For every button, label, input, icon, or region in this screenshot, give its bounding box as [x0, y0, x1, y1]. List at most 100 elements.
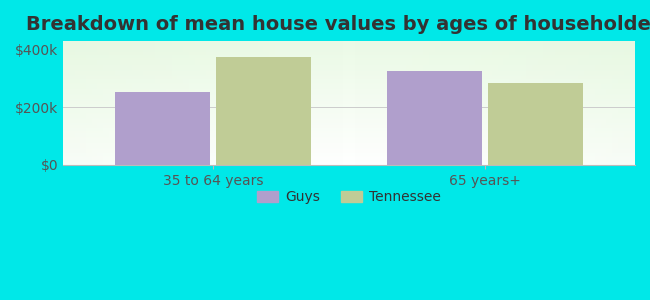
- Bar: [63, 71, 635, 72]
- Bar: [387, 71, 482, 165]
- Bar: [384, 41, 389, 165]
- Bar: [275, 41, 280, 165]
- Bar: [63, 149, 635, 150]
- Title: Breakdown of mean house values by ages of householders: Breakdown of mean house values by ages o…: [26, 15, 650, 34]
- Bar: [549, 41, 555, 165]
- Bar: [618, 41, 623, 165]
- Bar: [63, 154, 635, 155]
- Bar: [63, 140, 635, 141]
- Bar: [63, 145, 635, 146]
- Bar: [63, 137, 635, 138]
- Bar: [161, 41, 166, 165]
- Bar: [98, 41, 103, 165]
- Bar: [612, 41, 618, 165]
- Bar: [63, 53, 635, 54]
- Bar: [63, 117, 635, 118]
- Bar: [515, 41, 521, 165]
- Bar: [63, 122, 635, 123]
- Bar: [63, 157, 635, 158]
- Bar: [63, 45, 635, 46]
- Bar: [80, 41, 86, 165]
- Bar: [423, 41, 429, 165]
- Bar: [63, 119, 635, 120]
- Bar: [63, 63, 635, 64]
- Bar: [555, 41, 561, 165]
- Bar: [114, 41, 120, 165]
- Bar: [63, 80, 635, 81]
- Bar: [63, 160, 635, 161]
- Bar: [216, 57, 311, 165]
- Bar: [63, 159, 635, 160]
- Bar: [155, 41, 161, 165]
- Bar: [543, 41, 549, 165]
- Bar: [63, 104, 635, 105]
- Bar: [412, 41, 418, 165]
- Bar: [252, 41, 257, 165]
- Bar: [480, 41, 486, 165]
- Bar: [292, 41, 298, 165]
- Bar: [63, 132, 635, 133]
- Bar: [63, 83, 635, 84]
- Bar: [63, 82, 635, 83]
- Bar: [441, 41, 447, 165]
- Bar: [63, 89, 635, 90]
- Bar: [378, 41, 384, 165]
- Bar: [63, 111, 635, 112]
- Bar: [63, 78, 635, 79]
- Bar: [486, 41, 492, 165]
- Bar: [63, 161, 635, 162]
- Bar: [429, 41, 435, 165]
- Bar: [63, 99, 635, 100]
- Bar: [63, 91, 635, 92]
- Bar: [257, 41, 263, 165]
- Bar: [532, 41, 538, 165]
- Bar: [126, 41, 132, 165]
- Bar: [309, 41, 315, 165]
- Bar: [63, 73, 635, 74]
- Bar: [63, 126, 635, 127]
- Bar: [63, 42, 635, 43]
- Bar: [75, 41, 80, 165]
- Bar: [63, 123, 635, 124]
- Bar: [304, 41, 309, 165]
- Bar: [63, 98, 635, 99]
- Bar: [526, 41, 532, 165]
- Bar: [137, 41, 143, 165]
- Bar: [320, 41, 326, 165]
- Bar: [143, 41, 149, 165]
- Bar: [584, 41, 590, 165]
- Bar: [63, 135, 635, 136]
- Bar: [63, 92, 635, 93]
- Bar: [63, 110, 635, 111]
- Bar: [389, 41, 395, 165]
- Bar: [63, 114, 635, 115]
- Bar: [63, 131, 635, 132]
- Bar: [63, 146, 635, 147]
- Bar: [63, 49, 635, 50]
- Legend: Guys, Tennessee: Guys, Tennessee: [252, 185, 446, 210]
- Bar: [63, 163, 635, 164]
- Bar: [263, 41, 269, 165]
- Bar: [63, 162, 635, 163]
- Bar: [223, 41, 229, 165]
- Bar: [109, 41, 114, 165]
- Bar: [63, 66, 635, 67]
- Bar: [63, 79, 635, 80]
- Bar: [63, 93, 635, 94]
- Bar: [463, 41, 469, 165]
- Bar: [63, 127, 635, 128]
- Bar: [63, 86, 635, 87]
- Bar: [63, 84, 635, 85]
- Bar: [63, 120, 635, 121]
- Bar: [63, 94, 635, 95]
- Bar: [166, 41, 172, 165]
- Bar: [63, 55, 635, 56]
- Bar: [418, 41, 423, 165]
- Bar: [578, 41, 584, 165]
- Bar: [572, 41, 578, 165]
- Bar: [63, 64, 635, 65]
- Bar: [63, 156, 635, 157]
- Bar: [63, 72, 635, 73]
- Bar: [212, 41, 218, 165]
- Bar: [63, 54, 635, 55]
